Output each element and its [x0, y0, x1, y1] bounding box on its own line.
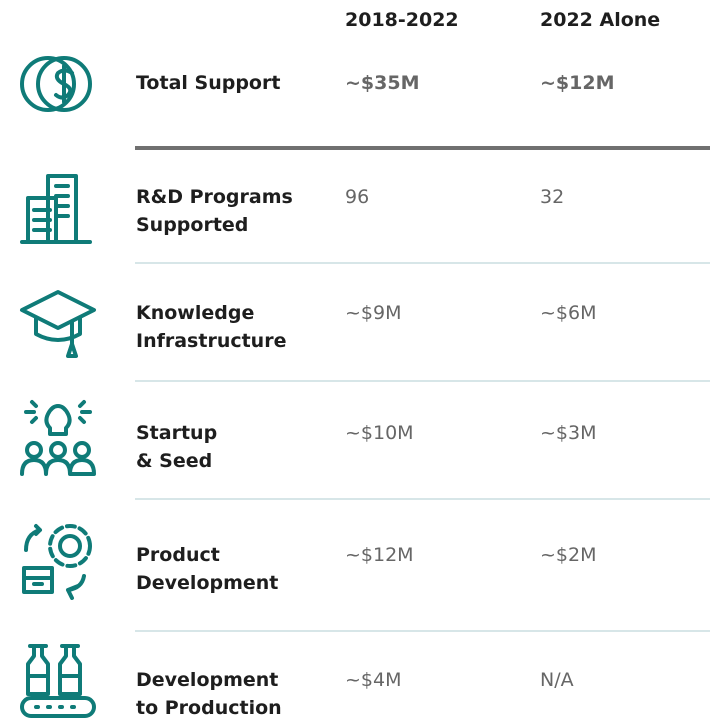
coin-icon — [20, 56, 92, 112]
row-label: Supported — [136, 214, 249, 236]
production-icon — [20, 644, 96, 718]
cell: ~$6M — [540, 302, 597, 324]
row-label: Development — [136, 572, 279, 594]
cell: ~$4M — [345, 669, 402, 691]
row-label: Total Support — [136, 72, 281, 94]
cell: 32 — [540, 186, 565, 208]
divider — [135, 262, 710, 264]
divider — [135, 498, 710, 500]
row-label: Infrastructure — [136, 330, 287, 352]
cell: ~$3M — [540, 422, 597, 444]
cell: ~$12M — [345, 544, 414, 566]
row-label: & Seed — [136, 450, 213, 472]
startup-icon — [20, 400, 96, 476]
cell: N/A — [540, 669, 574, 691]
cell: ~$12M — [540, 72, 615, 94]
row-label: Startup — [136, 422, 218, 444]
cell: ~$35M — [345, 72, 420, 94]
divider — [135, 630, 710, 632]
product-icon — [22, 524, 92, 600]
column-header: 2018-2022 — [345, 9, 459, 31]
row-label: Product — [136, 544, 220, 566]
cell: ~$9M — [345, 302, 402, 324]
cell: ~$2M — [540, 544, 597, 566]
cell: 96 — [345, 186, 370, 208]
divider — [135, 146, 710, 150]
divider — [135, 380, 710, 382]
building-icon — [20, 174, 92, 244]
cell: ~$10M — [345, 422, 414, 444]
graduation-icon — [20, 290, 96, 358]
row-label: to Production — [136, 697, 282, 719]
row-label: Development — [136, 669, 279, 691]
column-header: 2022 Alone — [540, 9, 661, 31]
row-label: Knowledge — [136, 302, 255, 324]
row-label: R&D Programs — [136, 186, 293, 208]
